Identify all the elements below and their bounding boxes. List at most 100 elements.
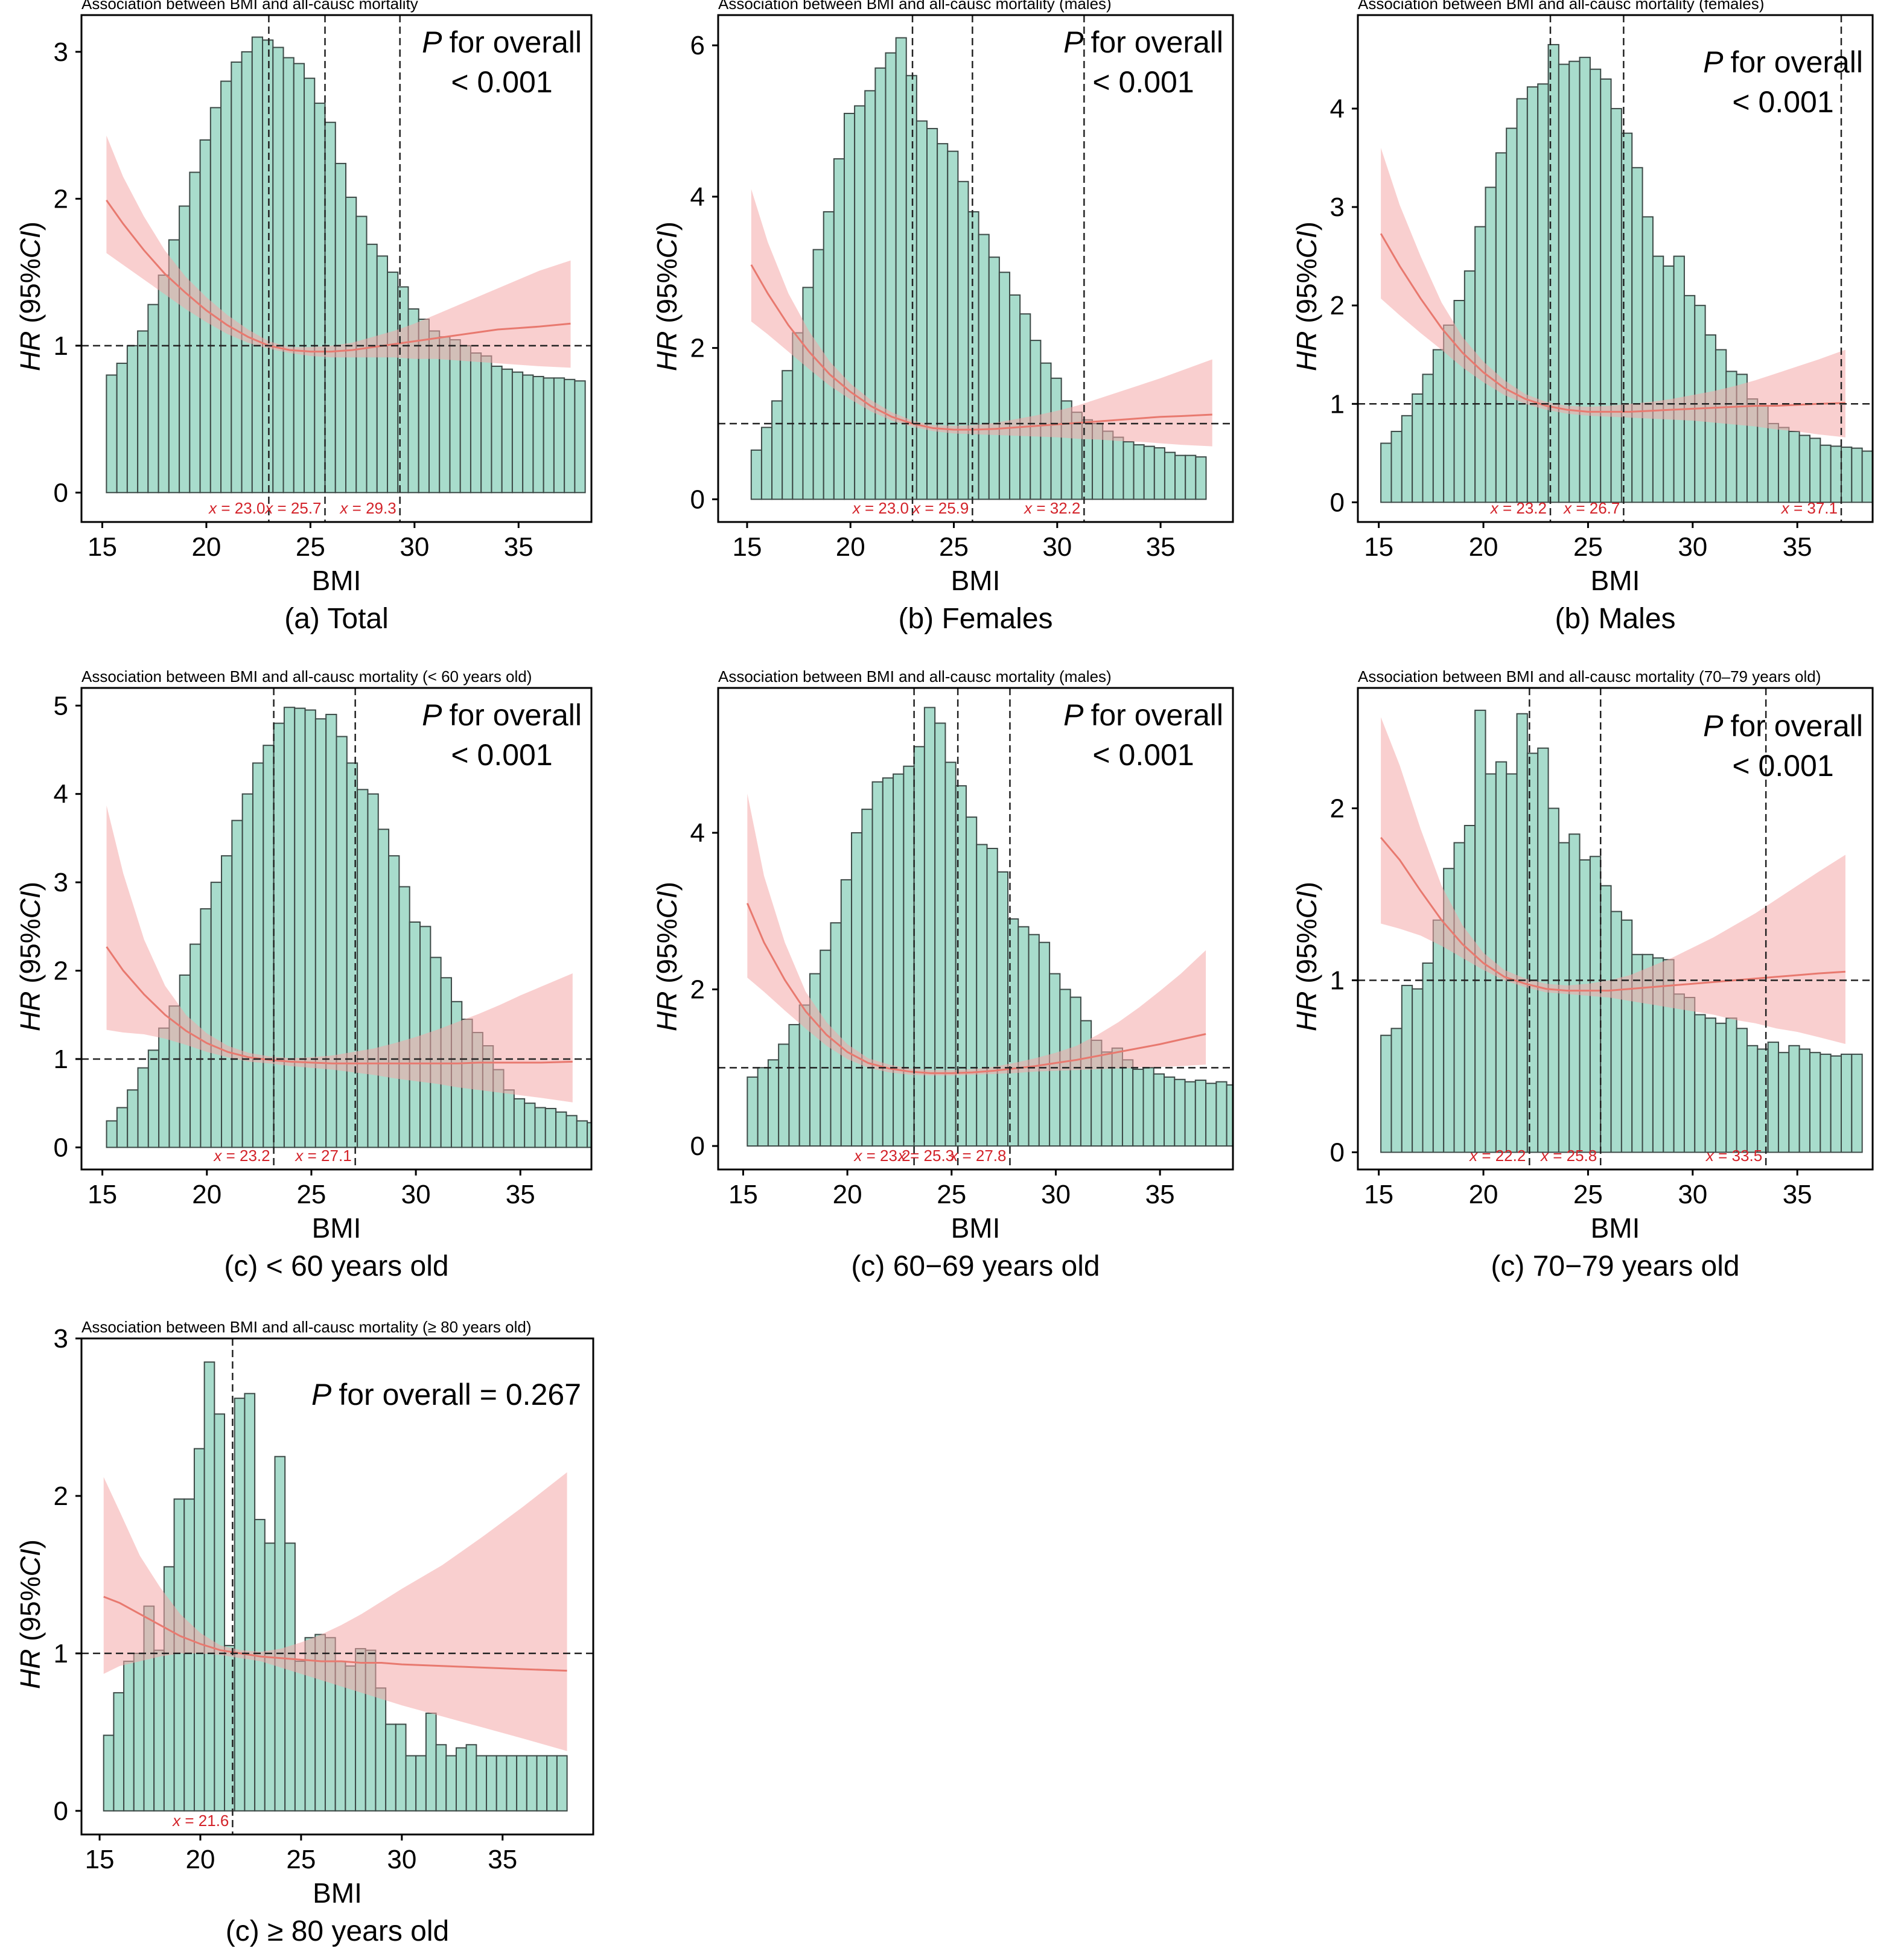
histogram-bar: [1809, 438, 1821, 503]
histogram-bar: [445, 1755, 457, 1812]
histogram-bar: [1453, 842, 1465, 1153]
histogram-bar: [203, 1361, 215, 1812]
x-tick-label: 30: [387, 1845, 416, 1874]
histogram-bar: [1558, 63, 1570, 503]
histogram-bar: [534, 1107, 546, 1148]
histogram-bar: [1390, 430, 1403, 503]
histogram-bar: [470, 352, 482, 494]
histogram-bar: [183, 1498, 195, 1812]
x-tick-label: 20: [1469, 1180, 1498, 1209]
hr-curve: [106, 946, 573, 1064]
hr-curve: [106, 199, 571, 353]
x-tick-label: 20: [185, 1845, 215, 1874]
histogram-bar: [587, 1122, 591, 1148]
histogram-bar: [449, 339, 461, 494]
histogram-bar: [476, 1755, 488, 1812]
histogram-bar: [366, 243, 378, 494]
marker-label-x: x: [897, 1147, 910, 1165]
plot-area: [81, 688, 619, 1169]
panel-caption: (b) Males: [1555, 603, 1676, 635]
histogram-bar: [871, 781, 884, 1147]
x-tick-label: 20: [833, 1180, 862, 1209]
histogram-bar: [1019, 313, 1031, 500]
marker-label-x: x: [1023, 499, 1036, 517]
histogram-bar: [377, 829, 390, 1148]
histogram-bar: [274, 1456, 286, 1812]
y-tick-label: 0: [54, 1133, 68, 1162]
y-label-end: ): [651, 221, 683, 231]
histogram-bar: [608, 1126, 619, 1147]
p-value-text: P for overall < 0.001: [1703, 706, 1863, 786]
histogram-bar: [325, 713, 337, 1148]
histogram-bar: [944, 762, 957, 1147]
histogram-bar: [324, 121, 336, 494]
histogram-bar: [1495, 761, 1508, 1153]
histogram-bar: [1631, 167, 1643, 503]
histogram-bar: [106, 1120, 118, 1148]
histogram-bar: [840, 879, 853, 1147]
y-label-hr: HR: [1291, 991, 1322, 1031]
x-tick-label: 15: [88, 532, 117, 562]
p-value-text: P for overall < 0.001: [1063, 695, 1223, 775]
histogram-bar: [376, 255, 388, 494]
x-axis-label: BMI: [311, 565, 361, 596]
marker-label-x: x: [171, 1812, 185, 1830]
y-label-rest: (95%: [1291, 258, 1322, 331]
histogram-bar: [895, 37, 907, 500]
y-tick-label: 2: [690, 975, 705, 1005]
y-label-end: ): [651, 882, 683, 891]
histogram-bar: [234, 1398, 246, 1812]
x-tick-label: 15: [88, 1180, 117, 1209]
plot-frame: [717, 687, 1234, 1171]
p-symbol: P: [1063, 25, 1091, 59]
p-value-line2: < 0.001: [1092, 738, 1194, 772]
histogram-bar: [126, 345, 139, 494]
x-tick-label: 30: [401, 1180, 431, 1209]
histogram-bar: [937, 143, 949, 500]
histogram-bar: [576, 1120, 588, 1148]
y-tick-label: 1: [54, 1639, 68, 1669]
chart-title: Association between BMI and all-causc mo…: [718, 0, 1112, 13]
histogram-bar: [1401, 415, 1413, 503]
x-axis-label: BMI: [313, 1877, 362, 1909]
histogram-bar: [158, 1027, 170, 1148]
x-tick-label: 15: [1364, 532, 1393, 562]
marker-label-value: = 23.2: [1503, 499, 1547, 517]
histogram-bar: [802, 287, 814, 500]
x-tick-label: 25: [1573, 1180, 1603, 1209]
histogram-bar: [294, 1660, 306, 1812]
histogram-bar: [173, 1498, 185, 1812]
histogram-bar: [304, 709, 316, 1148]
histogram-bar: [1050, 377, 1062, 500]
p-value-label: for overall: [1730, 45, 1863, 79]
p-symbol: P: [422, 698, 450, 732]
confidence-band: [1381, 148, 1845, 438]
marker-label-value: = 22.2: [1482, 1147, 1526, 1165]
x-tick-label: 20: [1469, 532, 1498, 562]
histogram-bar: [1412, 988, 1424, 1153]
y-tick-label: 1: [1330, 389, 1345, 419]
y-tick-label: 6: [690, 31, 705, 60]
histogram-bar: [241, 51, 253, 494]
x-tick-label: 15: [85, 1845, 115, 1874]
marker-label-x: x: [264, 499, 277, 517]
histogram-bar: [415, 1755, 427, 1812]
y-axis-label: HR (95%CI): [1290, 221, 1323, 371]
plot-frame: [80, 14, 593, 523]
histogram-bar: [486, 1755, 497, 1812]
histogram-bar: [439, 336, 451, 494]
plot-area: [1358, 688, 1873, 1169]
histogram-bar: [556, 1755, 568, 1812]
histogram-bar: [304, 77, 316, 494]
histogram-bar: [861, 809, 873, 1147]
p-value-line1: P for overall: [1063, 695, 1223, 735]
histogram-bar: [262, 39, 274, 494]
p-value-label: for overall = 0.267: [339, 1378, 581, 1411]
histogram-bar: [1380, 1034, 1392, 1153]
marker-label-x: x: [852, 499, 865, 517]
histogram-bar: [1390, 1028, 1403, 1153]
histogram-bar: [1600, 78, 1612, 503]
histogram-bar: [1017, 926, 1030, 1147]
marker-label-value: = 25.3: [910, 1147, 954, 1165]
histogram-bar: [1620, 919, 1633, 1153]
